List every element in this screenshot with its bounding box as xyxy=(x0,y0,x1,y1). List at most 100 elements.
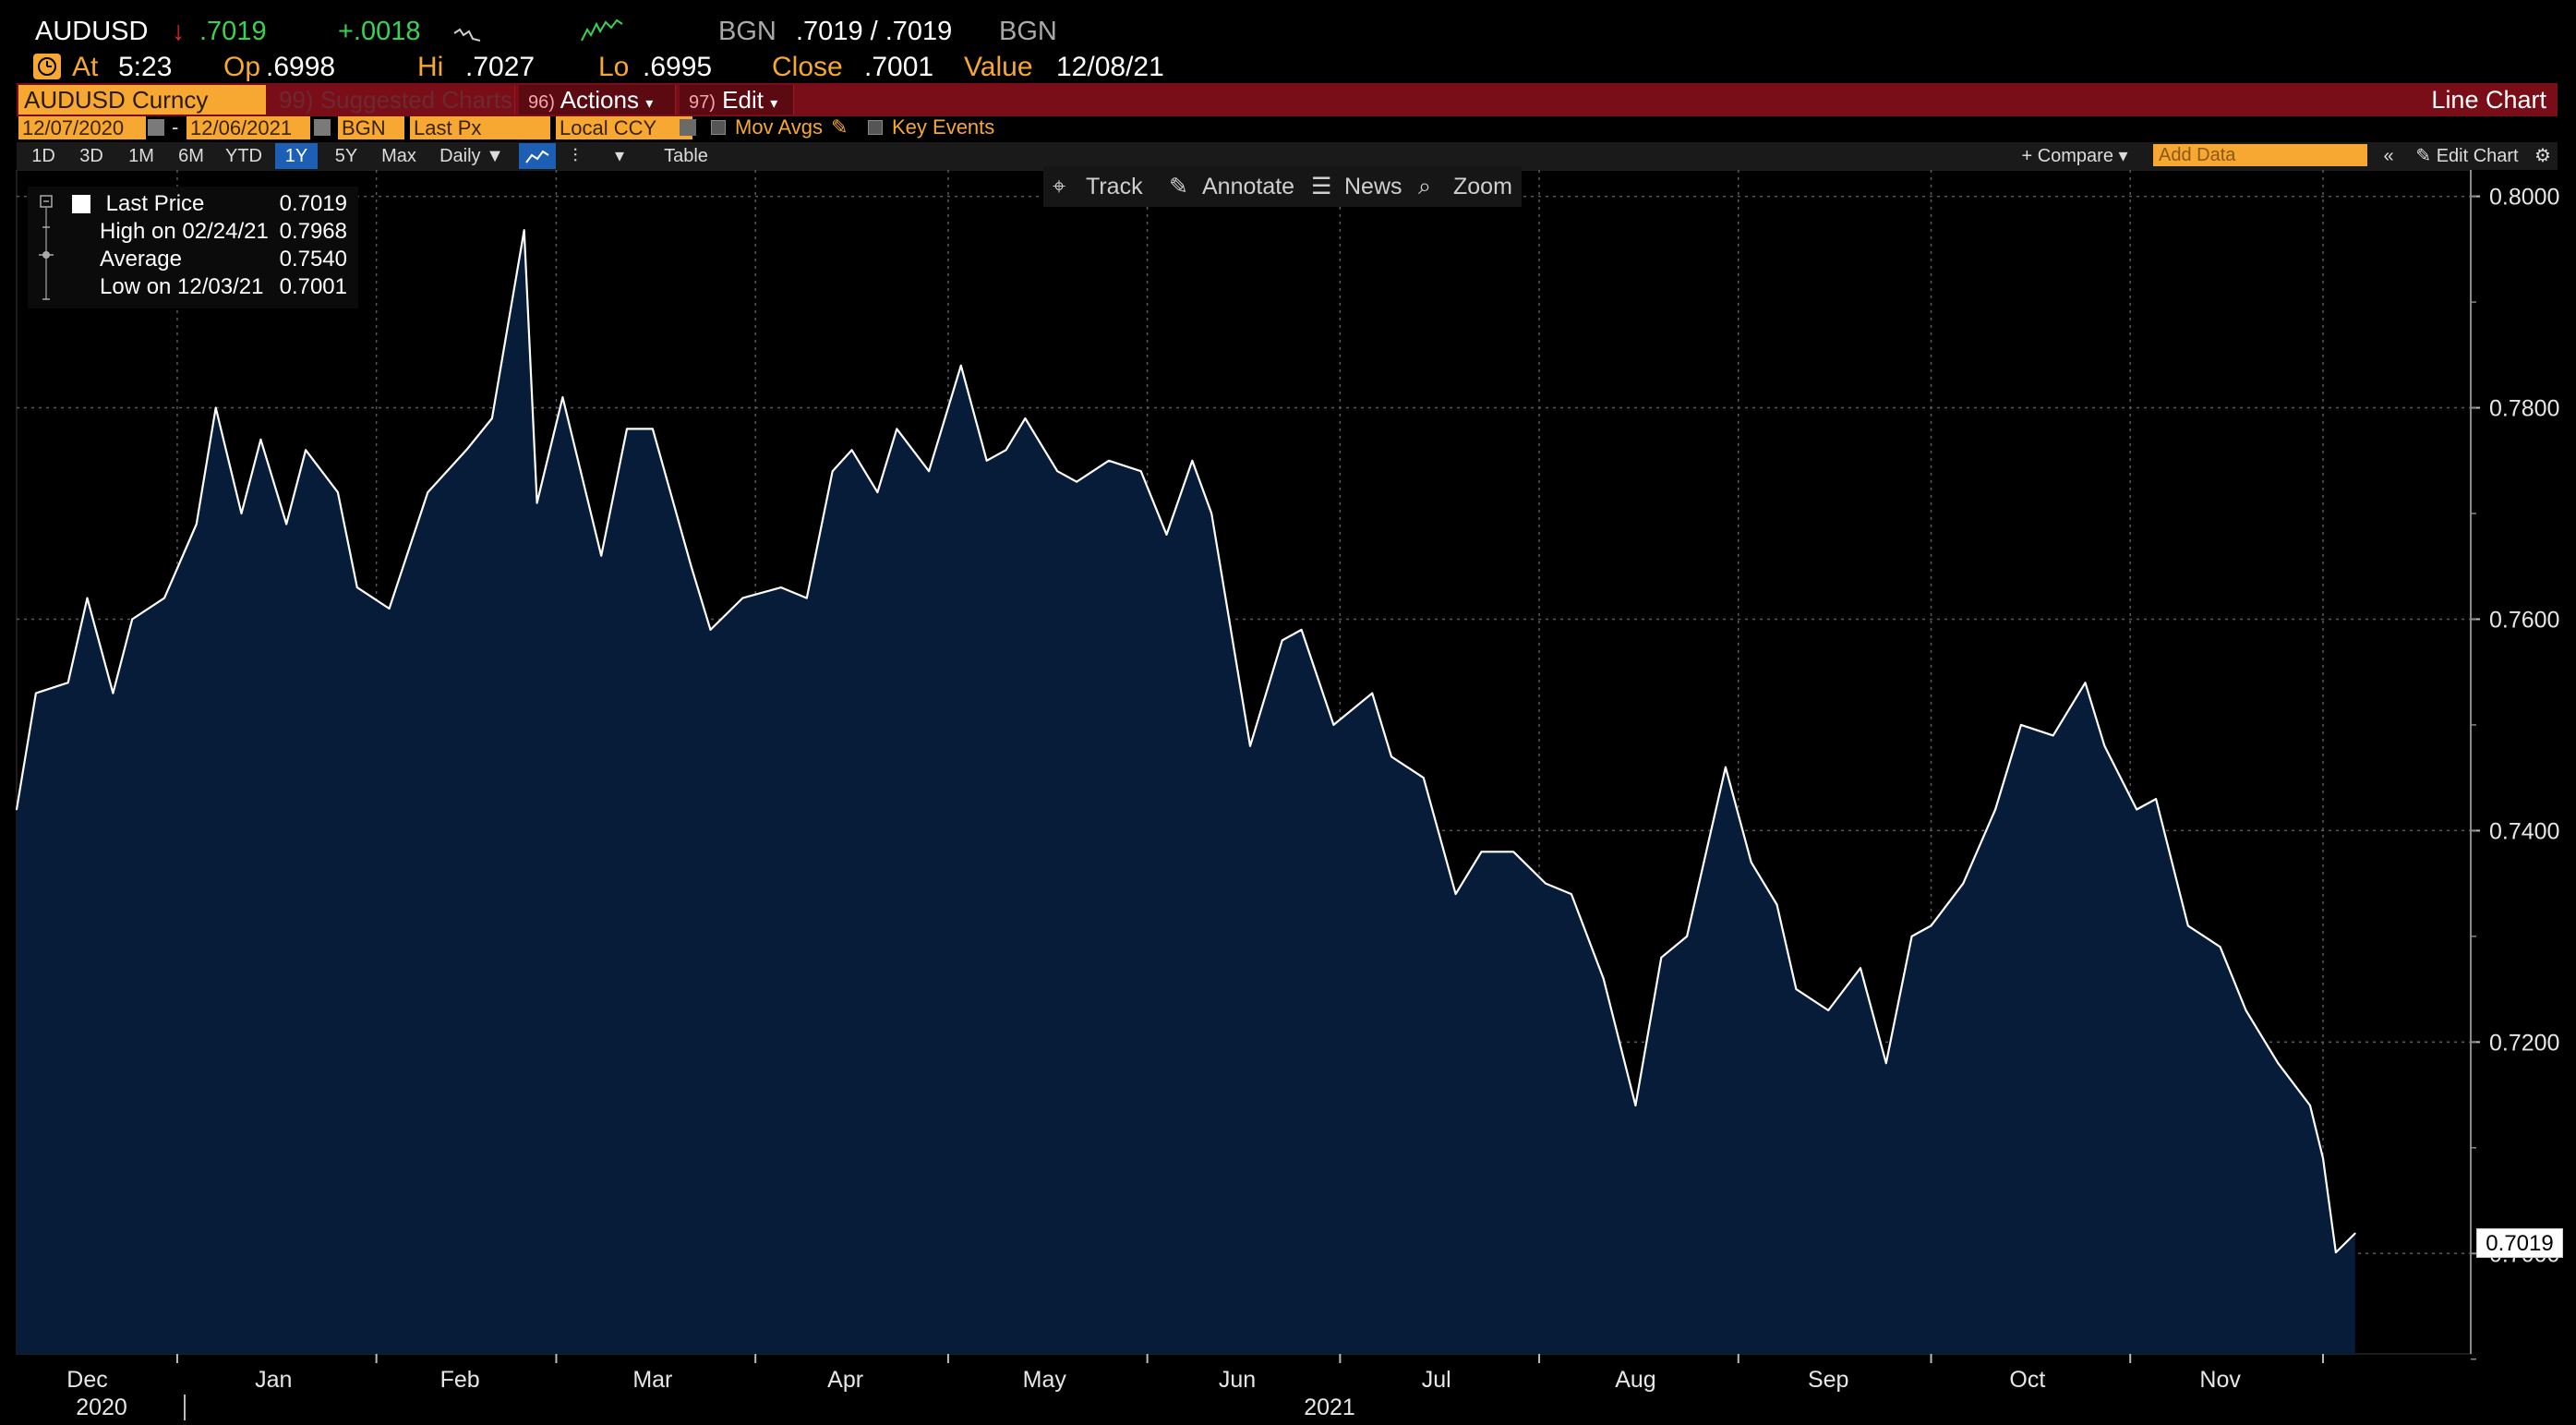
key-events-label[interactable]: Key Events xyxy=(892,115,995,139)
annotate-pen-icon[interactable]: ✎ xyxy=(1169,174,1188,199)
price-point xyxy=(240,513,243,514)
suggested-charts-button[interactable]: 99) Suggested Charts xyxy=(270,85,515,115)
actions-label: Actions xyxy=(560,86,639,114)
legend[interactable]: Last Price 0.7019 High on 02/24/21 0.796… xyxy=(28,187,358,308)
table-button[interactable]: Table xyxy=(664,146,708,166)
price-point xyxy=(285,523,288,525)
edit-menu-button[interactable]: 97) Edit ▾ xyxy=(680,85,794,115)
chart-area[interactable]: 0.70000.72000.74000.76000.78000.8000DecJ… xyxy=(0,169,2576,1420)
periodicity-dropdown[interactable]: Daily ▼ xyxy=(439,146,504,166)
price-point xyxy=(1660,956,1663,959)
price-point xyxy=(1249,744,1251,747)
price-point xyxy=(1165,534,1168,536)
zoom-button[interactable]: Zoom xyxy=(1453,174,1512,199)
bid-ask: .7019 / .7019 xyxy=(796,17,953,46)
op-label: Op xyxy=(223,52,261,82)
price-point xyxy=(1750,861,1752,863)
at-label: At xyxy=(72,52,99,82)
legend-average: Average 0.7540 xyxy=(41,246,355,273)
price-point xyxy=(214,406,217,409)
range-3d[interactable]: 3D xyxy=(79,146,103,166)
price-point xyxy=(112,692,114,694)
field-selector[interactable]: Last Px xyxy=(410,116,550,139)
add-data-input[interactable]: Add Data xyxy=(2153,144,2367,166)
price-point xyxy=(1332,724,1335,726)
edit-num: 97) xyxy=(689,92,716,113)
suggested-num: 99) xyxy=(279,86,314,114)
range-1m[interactable]: 1M xyxy=(128,146,154,166)
range-5y[interactable]: 5Y xyxy=(334,146,358,166)
range-max[interactable]: Max xyxy=(381,146,416,166)
price-point xyxy=(2052,734,2054,737)
range-6m[interactable]: 6M xyxy=(178,146,204,166)
annotate-button[interactable]: Annotate xyxy=(1202,174,1295,199)
range-1d[interactable]: 1D xyxy=(31,146,55,166)
compare-button[interactable]: + Compare ▾ xyxy=(2021,146,2128,166)
crosshair-icon[interactable]: ⌖ xyxy=(1053,174,1066,199)
price-point xyxy=(523,229,525,232)
price-point xyxy=(2245,1009,2247,1011)
caret-down-icon[interactable]: ▾ xyxy=(614,146,625,166)
track-button[interactable]: Track xyxy=(1086,174,1143,199)
range-1y[interactable]: 1Y xyxy=(275,143,318,169)
edit-chart-button[interactable]: ✎ Edit Chart xyxy=(2406,143,2528,169)
actions-menu-button[interactable]: 96) Actions ▾ xyxy=(519,85,676,115)
pencil-icon[interactable]: ✎ xyxy=(831,115,849,139)
collapse-icon[interactable]: « xyxy=(2383,146,2394,166)
price-point xyxy=(1390,755,1392,758)
value-date: 12/08/21 xyxy=(1056,52,1164,82)
ticker[interactable]: AUDUSD xyxy=(35,17,149,46)
price-point xyxy=(35,692,37,694)
actions-num: 96) xyxy=(528,92,555,113)
price-point xyxy=(2020,724,2022,726)
y-tick-label: 0.7800 xyxy=(2489,396,2559,422)
price-point xyxy=(1005,449,1007,452)
mov-avgs-checkbox[interactable] xyxy=(711,120,726,135)
legend-low-label: Low on 12/03/21 xyxy=(100,274,264,299)
edit-label: Edit xyxy=(722,86,764,114)
price-point xyxy=(626,428,628,430)
x-month-label: Mar xyxy=(632,1367,672,1393)
source-field[interactable]: BGN xyxy=(338,116,404,139)
price-point xyxy=(896,428,898,430)
legend-high: High on 02/24/21 0.7968 xyxy=(41,218,355,246)
legend-last-value: 0.7019 xyxy=(279,191,347,216)
hi-value: .7027 xyxy=(465,52,536,82)
line-chart-icon[interactable] xyxy=(519,143,556,169)
price-point xyxy=(355,586,358,588)
legend-avg-value: 0.7540 xyxy=(279,247,347,272)
calendar-icon[interactable] xyxy=(148,119,164,136)
currency-selector[interactable]: Local CCY xyxy=(556,116,692,139)
price-point xyxy=(491,417,493,419)
hi-label: Hi xyxy=(417,52,444,82)
mov-avgs-label[interactable]: Mov Avgs xyxy=(735,115,823,139)
key-events-checkbox[interactable] xyxy=(868,120,883,135)
price-chart-svg[interactable]: 0.70000.72000.74000.76000.78000.8000DecJ… xyxy=(0,169,2576,1420)
x-month-label: Oct xyxy=(2009,1367,2045,1393)
price-point xyxy=(1776,903,1778,906)
legend-high-value: 0.7968 xyxy=(279,219,347,244)
price-point xyxy=(388,608,391,610)
caret-down-icon[interactable] xyxy=(680,119,696,136)
zoom-magnifier-icon[interactable]: ⌕ xyxy=(1418,174,1432,199)
news-button[interactable]: News xyxy=(1344,174,1402,199)
news-icon[interactable]: ☰ xyxy=(1311,174,1332,199)
price-point xyxy=(2155,798,2158,800)
price-point xyxy=(1545,882,1547,885)
legend-avg-label: Average xyxy=(100,247,182,272)
net-change: +.0018 xyxy=(338,17,421,46)
legend-last-price: Last Price 0.7019 xyxy=(41,190,355,218)
at-value: 5:23 xyxy=(118,52,173,82)
security-field[interactable]: AUDUSD Curncy xyxy=(18,85,266,115)
date-dash: - xyxy=(172,115,179,139)
end-date-field[interactable]: 12/06/2021 xyxy=(187,116,310,139)
price-point xyxy=(1884,1062,1887,1065)
price-point xyxy=(465,449,467,452)
bar-chart-icon[interactable]: ⫶ xyxy=(572,146,578,166)
price-point xyxy=(1860,967,1861,970)
range-ytd[interactable]: YTD xyxy=(225,146,262,166)
start-date-field[interactable]: 12/07/2020 xyxy=(18,116,146,139)
calendar-icon[interactable] xyxy=(314,119,331,136)
gear-icon[interactable]: ⚙ xyxy=(2534,146,2551,166)
close-label: Close xyxy=(772,52,843,82)
